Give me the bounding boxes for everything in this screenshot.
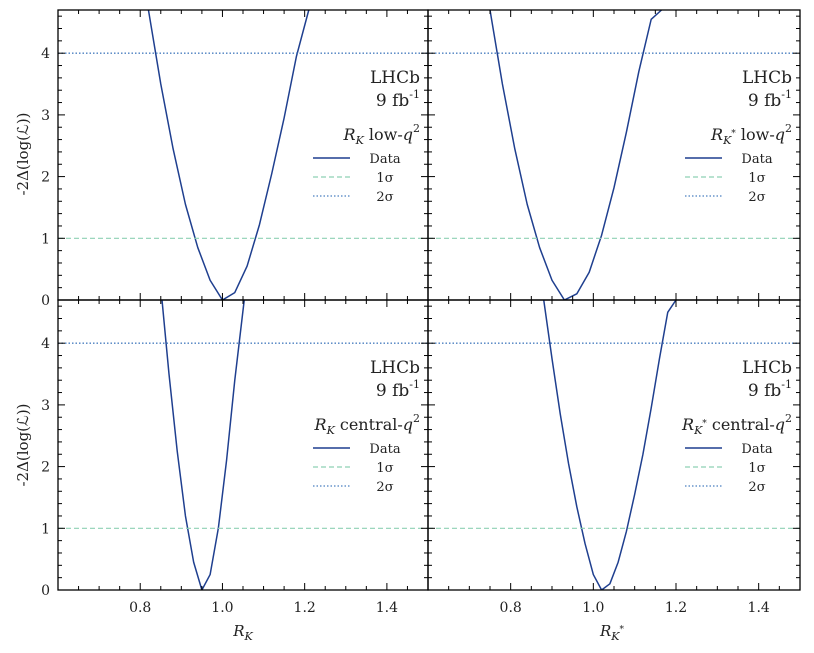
legend-label: Data: [741, 152, 772, 167]
plot-area: [428, 10, 800, 300]
legend-label: 2σ: [748, 480, 765, 495]
plot-area: [58, 10, 428, 300]
legend-qexp: 2: [785, 412, 792, 425]
y-tick-label: 4: [41, 336, 50, 352]
plot-area: [428, 300, 800, 590]
luminosity-label: 9 fb-1: [376, 88, 420, 111]
data-curve: [161, 300, 245, 590]
legend-q: q: [403, 415, 413, 434]
luminosity-value: 9 fb: [376, 91, 410, 111]
y-tick-label: 3: [41, 108, 50, 124]
x-axis-title-left: RK: [232, 622, 253, 643]
experiment-label: LHCb: [370, 358, 420, 378]
legend-sub: K: [326, 424, 336, 437]
legend-title: RK central-q2: [314, 412, 420, 437]
x-axis-title-right-subexp: *: [620, 625, 625, 635]
x-tick-label: 1.4: [376, 600, 398, 616]
x-axis-title-left-var: R: [232, 622, 244, 640]
legend-var: R: [314, 415, 327, 434]
y-tick-label: 3: [41, 398, 50, 414]
luminosity-exponent: -1: [781, 378, 792, 391]
luminosity-value: 9 fb: [748, 91, 782, 111]
x-tick-label: 0.8: [500, 600, 522, 616]
legend-label: Data: [369, 442, 400, 457]
legend-var: R: [710, 125, 723, 144]
x-axis-title-left-sub: K: [244, 630, 254, 643]
legend-region: low-: [741, 125, 775, 144]
legend-region: low-: [369, 125, 403, 144]
y-tick-label: 0: [41, 293, 50, 309]
legend-region: central-: [340, 415, 403, 434]
y-tick-label: 2: [41, 170, 50, 186]
legend-q: q: [775, 125, 785, 144]
legend-subexp: *: [702, 419, 707, 429]
legend-var: R: [343, 125, 356, 144]
legend-title: RK* central-q2: [681, 412, 792, 437]
y-tick-label: 2: [41, 460, 50, 476]
y-tick-label: 1: [41, 521, 50, 537]
y-tick-label: 1: [41, 231, 50, 247]
y-tick-label: 4: [41, 46, 50, 62]
legend-label: 1σ: [376, 171, 393, 186]
y-axis-title-bottom: -2Δ(log(ℒ)): [14, 403, 32, 486]
x-tick-label: 1.0: [582, 600, 604, 616]
legend-sub: K: [355, 134, 365, 147]
legend-var: R: [681, 415, 694, 434]
legend-sub: K: [693, 424, 703, 437]
legend-title: RK* low-q2: [710, 122, 792, 147]
experiment-label: LHCb: [370, 68, 420, 88]
luminosity-label: 9 fb-1: [748, 378, 792, 401]
luminosity-exponent: -1: [409, 88, 420, 101]
x-tick-label: 0.8: [129, 600, 151, 616]
luminosity-exponent: -1: [781, 88, 792, 101]
legend-label: 1σ: [376, 461, 393, 476]
legend-qexp: 2: [413, 412, 420, 425]
x-tick-label: 1.0: [211, 600, 233, 616]
legend-sub: K: [722, 134, 732, 147]
legend-label: Data: [741, 442, 772, 457]
legend-title: RK low-q2: [343, 122, 420, 147]
x-axis-title-right-var: R: [599, 622, 611, 640]
legend-region: central-: [712, 415, 775, 434]
legend-label: 1σ: [748, 171, 765, 186]
legend-label: Data: [369, 152, 400, 167]
legend-q: q: [403, 125, 413, 144]
legend-q: q: [775, 415, 785, 434]
luminosity-exponent: -1: [409, 378, 420, 391]
experiment-label: LHCb: [742, 358, 792, 378]
luminosity-value: 9 fb: [748, 381, 782, 401]
plot-area: [58, 300, 428, 590]
legend-qexp: 2: [785, 122, 792, 135]
data-curve: [489, 10, 663, 300]
legend-label: 2σ: [376, 480, 393, 495]
x-tick-label: 1.4: [748, 600, 770, 616]
x-tick-label: 1.2: [294, 600, 316, 616]
legend-label: 1σ: [748, 461, 765, 476]
luminosity-label: 9 fb-1: [376, 378, 420, 401]
x-axis-title-right: RK*: [599, 622, 625, 643]
legend-subexp: *: [731, 129, 736, 139]
experiment-label: LHCb: [742, 68, 792, 88]
data-curve: [147, 10, 310, 300]
y-axis-title-top: -2Δ(log(ℒ)): [14, 112, 32, 195]
x-tick-label: 1.2: [665, 600, 687, 616]
luminosity-value: 9 fb: [376, 381, 410, 401]
y-tick-label: 0: [41, 583, 50, 599]
legend-qexp: 2: [413, 122, 420, 135]
legend-label: 2σ: [748, 190, 765, 205]
luminosity-label: 9 fb-1: [748, 88, 792, 111]
legend-label: 2σ: [376, 190, 393, 205]
x-axis-title-right-sub: K: [610, 630, 620, 643]
data-curve: [542, 300, 677, 590]
